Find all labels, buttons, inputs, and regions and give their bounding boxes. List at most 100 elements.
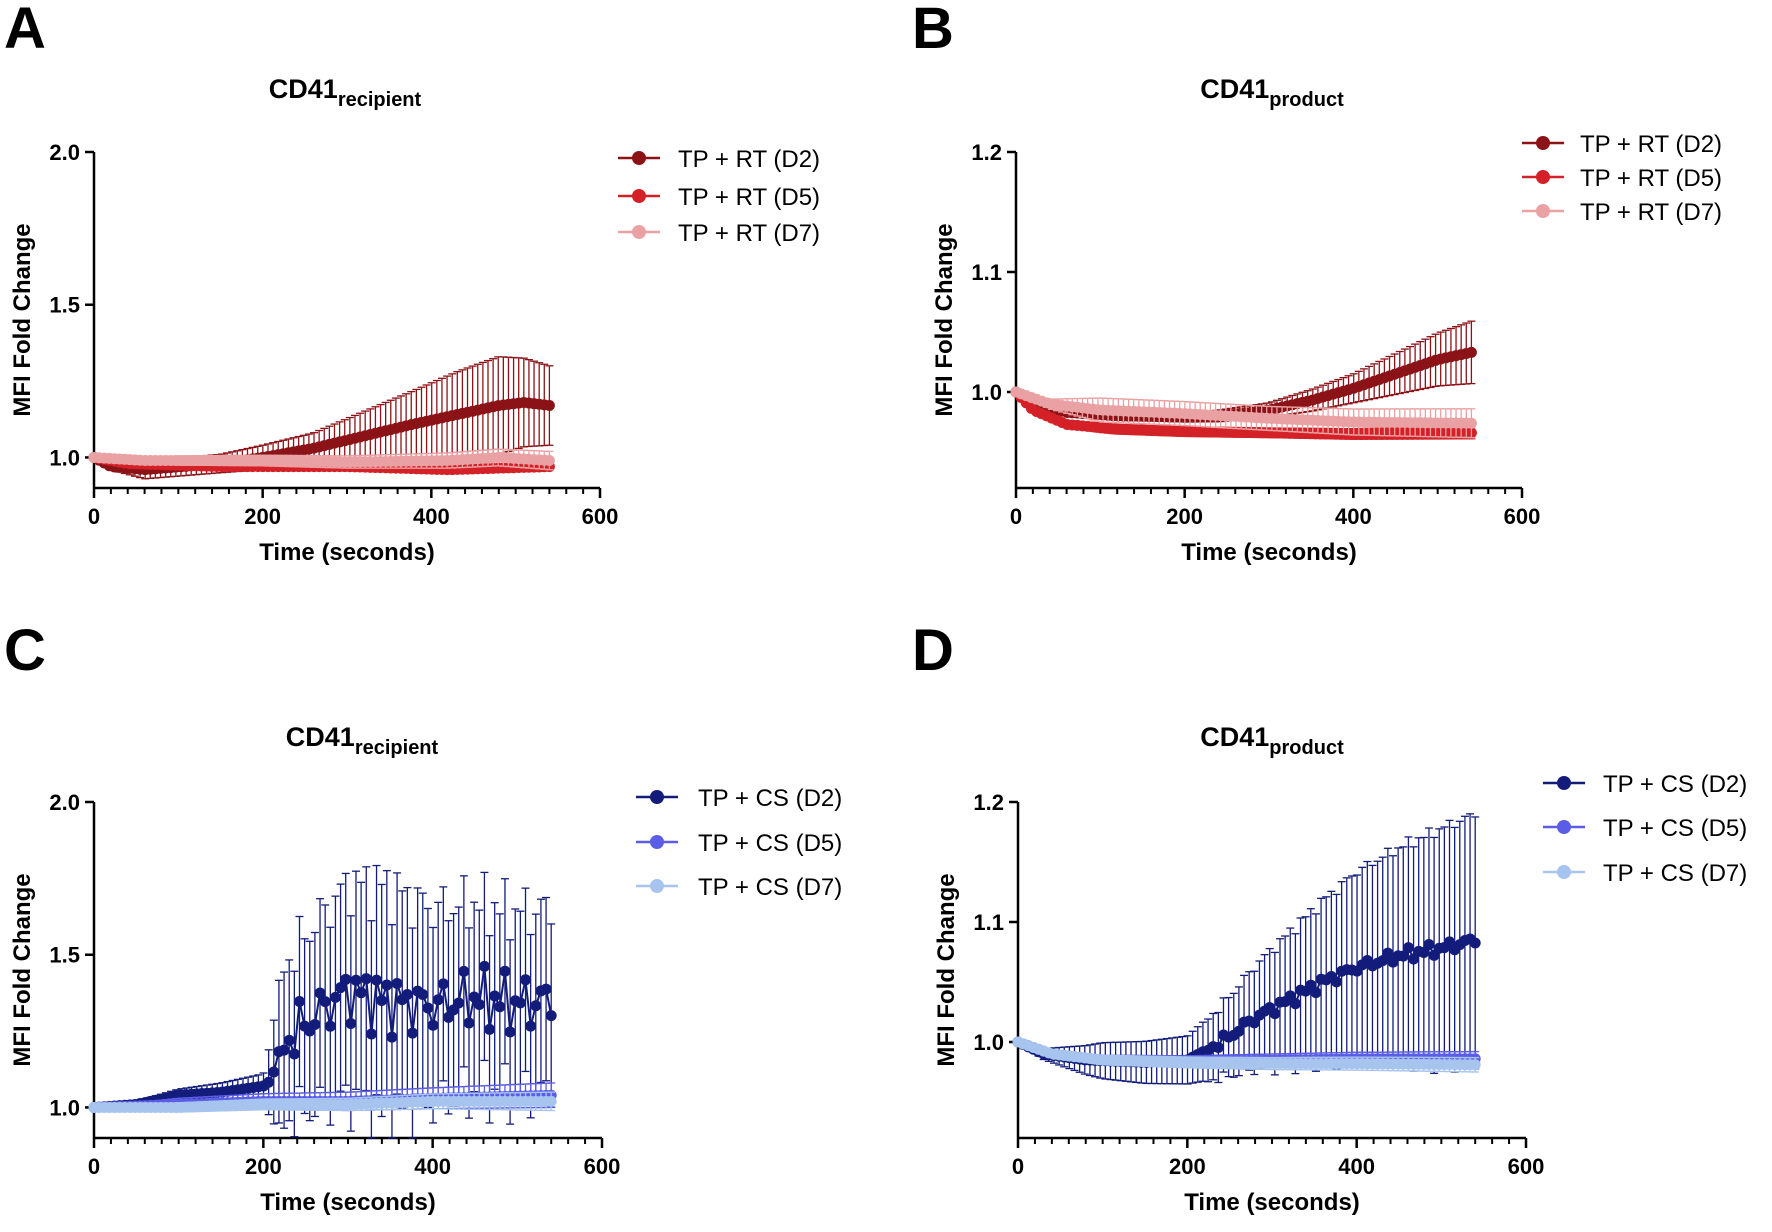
data-point — [314, 987, 326, 999]
legend-label: TP + CS (D5) — [1603, 815, 1747, 842]
legend-marker — [1536, 170, 1550, 184]
panel-a: A CD41recipient 1.0 1.5 2.0 0 200 400 600 Time (s… — [4, 0, 820, 566]
data-point — [545, 1095, 557, 1107]
data-point — [540, 983, 552, 995]
chart-title: CD41product — [1200, 722, 1344, 759]
x-axis-label: Time (seconds) — [259, 539, 435, 566]
data-point — [1212, 1042, 1224, 1054]
data-point — [1469, 1059, 1481, 1071]
y-tick-label: 1.5 — [49, 943, 80, 968]
x-axis-label: Time (seconds) — [1184, 1189, 1360, 1216]
y-tick-label: 2.0 — [49, 790, 80, 815]
x-tick-label: 400 — [1335, 504, 1372, 529]
y-tick-label: 1.5 — [49, 293, 80, 318]
legend-marker — [632, 151, 646, 165]
chart-title-subscript: product — [1269, 737, 1344, 759]
legend-label: TP + RT (D7) — [1580, 199, 1722, 226]
x-tick-label: 600 — [582, 504, 619, 529]
x-tick-label: 600 — [1504, 504, 1541, 529]
x-tick-label: 400 — [1338, 1154, 1375, 1179]
data-point — [360, 973, 372, 985]
data-point — [437, 978, 449, 990]
y-tick-label: 1.1 — [973, 910, 1004, 935]
legend-item-2: TP + RT (D5) — [1522, 165, 1722, 192]
data-point — [504, 1026, 516, 1038]
legend-label: TP + CS (D2) — [698, 785, 842, 812]
data-point — [484, 1023, 496, 1035]
legend-item-3: TP + CS (D7) — [1543, 860, 1747, 887]
data-point — [543, 455, 555, 467]
data-point — [283, 1034, 295, 1046]
y-tick-label: 1.2 — [973, 790, 1004, 815]
legend-label: TP + CS (D5) — [698, 830, 842, 857]
chart-title-subscript: product — [1269, 89, 1344, 111]
data-point — [1284, 990, 1296, 1002]
data-point — [1289, 998, 1301, 1010]
legend-label: TP + RT (D2) — [678, 146, 820, 173]
data-point — [1233, 1025, 1245, 1037]
legend-item-2: TP + CS (D5) — [1543, 815, 1747, 842]
legend-marker — [1557, 776, 1571, 790]
data-point — [545, 1010, 557, 1022]
data-point — [324, 1020, 336, 1032]
y-axis-label: MFI Fold Change — [933, 873, 960, 1066]
data-point — [417, 988, 429, 1000]
data-point — [422, 1002, 434, 1014]
data-point — [376, 994, 388, 1006]
x-tick-label: 0 — [1012, 1154, 1024, 1179]
x-tick-label: 200 — [245, 1154, 282, 1179]
x-tick-label: 600 — [584, 1154, 621, 1179]
data-point — [386, 1031, 398, 1043]
legend-item-3: TP + RT (D7) — [618, 220, 820, 247]
legend-label: TP + RT (D7) — [678, 220, 820, 247]
data-point — [1465, 417, 1477, 429]
legend-marker — [632, 225, 646, 239]
chart-title-subscript: recipient — [338, 89, 422, 111]
x-tick-label: 0 — [88, 1154, 100, 1179]
data-point — [1465, 346, 1477, 358]
data-point — [355, 987, 367, 999]
data-point — [406, 1027, 418, 1039]
legend-marker — [650, 790, 664, 804]
y-axis-label: MFI Fold Change — [9, 223, 36, 416]
data-point — [432, 994, 444, 1006]
data-point — [1423, 939, 1435, 951]
legend-item-3: TP + RT (D7) — [1522, 199, 1722, 226]
data-point — [1402, 942, 1414, 954]
data-point — [1248, 1017, 1260, 1029]
legend-marker — [1536, 204, 1550, 218]
data-point — [401, 988, 413, 1000]
data-point — [514, 997, 526, 1009]
panel-letter: A — [4, 0, 46, 61]
data-point — [473, 999, 485, 1011]
x-tick-label: 200 — [1166, 504, 1203, 529]
x-tick-label: 400 — [413, 504, 450, 529]
data-point — [499, 965, 511, 977]
data-point — [525, 1020, 537, 1032]
legend-label: TP + CS (D7) — [1603, 860, 1747, 887]
panel-b: B CD41product 1.0 1.1 1.2 0 200 400 600 Time (sec… — [912, 0, 1722, 566]
legend-label: TP + RT (D2) — [1580, 131, 1722, 158]
legend-item-1: TP + CS (D2) — [1543, 771, 1747, 798]
data-point — [309, 1018, 321, 1030]
series-3 — [88, 1091, 557, 1113]
data-point — [1269, 1008, 1281, 1020]
data-point — [453, 997, 465, 1009]
data-point — [543, 400, 555, 412]
legend-label: TP + RT (D5) — [678, 184, 820, 211]
legend-label: TP + RT (D5) — [1580, 165, 1722, 192]
y-tick-label: 1.0 — [971, 380, 1002, 405]
y-tick-label: 1.0 — [973, 1030, 1004, 1055]
y-tick-label: 1.1 — [971, 260, 1002, 285]
data-point — [268, 1066, 280, 1078]
data-point — [350, 974, 362, 986]
data-point — [494, 1001, 506, 1013]
chart-title: CD41product — [1200, 74, 1344, 111]
y-axis-label: MFI Fold Change — [9, 873, 36, 1066]
data-point — [335, 982, 347, 994]
data-point — [427, 1019, 439, 1031]
panel-d: D CD41product 1.0 1.1 1.2 0 200 400 600 Time (sec… — [912, 618, 1747, 1216]
legend-item-2: TP + RT (D5) — [618, 184, 820, 211]
panel-letter: C — [4, 618, 46, 683]
data-point — [319, 996, 331, 1008]
